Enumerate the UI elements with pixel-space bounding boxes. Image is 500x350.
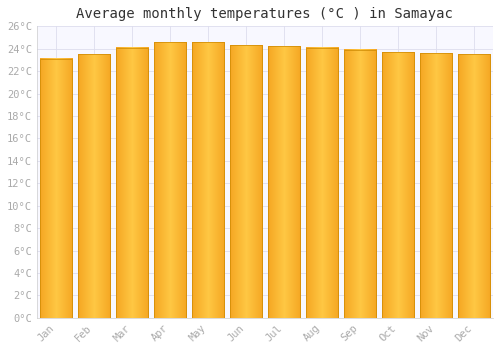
Bar	[344, 50, 376, 318]
Bar	[116, 48, 148, 318]
Bar	[458, 54, 490, 318]
Bar	[78, 54, 110, 318]
Bar	[40, 59, 72, 318]
Bar	[154, 42, 186, 318]
Bar	[192, 42, 224, 318]
Bar	[268, 47, 300, 318]
Bar	[306, 48, 338, 318]
Bar	[382, 52, 414, 318]
Bar	[420, 53, 452, 318]
Bar	[230, 46, 262, 318]
Title: Average monthly temperatures (°C ) in Samayac: Average monthly temperatures (°C ) in Sa…	[76, 7, 454, 21]
